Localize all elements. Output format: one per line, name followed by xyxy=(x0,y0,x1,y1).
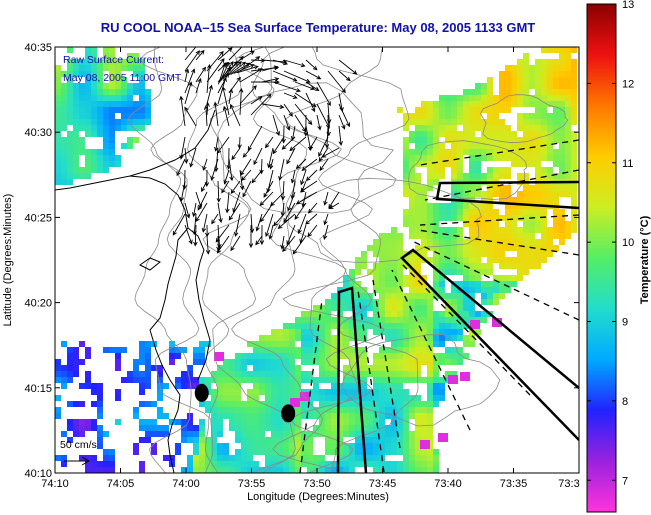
x-tick-label: 73:40 xyxy=(434,478,462,490)
coastline xyxy=(55,109,216,473)
chart-title: RU COOL NOAA–15 Sea Surface Temperature:… xyxy=(101,20,536,35)
sst-field xyxy=(55,47,577,473)
current-time: May 08, 2005 11:00 GMT xyxy=(63,72,182,84)
x-tick-label: 73:35 xyxy=(500,478,528,490)
colorbar-tick-label: 9 xyxy=(622,317,628,329)
colorbar-tick-label: 7 xyxy=(622,475,628,487)
colorbar-tick-label: 11 xyxy=(622,158,633,170)
map-plot xyxy=(54,46,580,474)
y-tick-label: 40:30 xyxy=(24,127,52,139)
y-axis-ticks: 40:10 40:15 40:20 40:25 40:30 40:35 xyxy=(24,42,579,480)
x-axis-label: Longitude (Degrees:Minutes) xyxy=(247,491,389,503)
x-tick-label: 73:50 xyxy=(303,478,331,490)
station-marker xyxy=(281,404,296,423)
scale-label: 50 cm/s xyxy=(60,439,97,451)
x-tick-label: 74:10 xyxy=(41,478,69,490)
sampling-zones xyxy=(299,139,579,473)
colorbar-tick-label: 10 xyxy=(622,237,634,249)
x-tick-label: 74:05 xyxy=(107,478,135,490)
vector-scale: 50 cm/s xyxy=(60,439,97,466)
current-label: Raw Surface Current: xyxy=(63,54,164,66)
colorbar-tick-label: 8 xyxy=(622,396,628,408)
x-tick-label: 74:00 xyxy=(172,478,200,490)
colorbar-tick-label: 12 xyxy=(622,78,634,90)
y-tick-label: 40:35 xyxy=(24,42,52,54)
y-tick-label: 40:10 xyxy=(24,468,52,480)
station-marker xyxy=(194,383,209,402)
x-tick-label: 73:55 xyxy=(238,478,266,490)
colorbar-fill xyxy=(586,3,617,513)
x-tick-label: 73:45 xyxy=(369,478,397,490)
x-tick-label: 73:3 xyxy=(558,478,579,490)
y-tick-label: 40:25 xyxy=(24,212,52,224)
station-markers xyxy=(194,383,296,423)
current-vectors xyxy=(172,47,358,255)
y-tick-label: 40:20 xyxy=(24,298,52,310)
colorbar-tick-label: 13 xyxy=(622,0,634,11)
x-axis-ticks: 74:10 74:05 74:00 73:55 73:50 73:45 73:40 73:35… xyxy=(41,47,580,490)
y-tick-label: 40:15 xyxy=(24,383,52,395)
colorbar: 7 8 9 10 11 12 13 Temperature (°C) xyxy=(586,0,651,513)
colorbar-ticks: 7 8 9 10 11 12 13 xyxy=(587,0,634,487)
y-axis-label: Latitude (Degrees:Minutes) xyxy=(2,194,14,327)
colorbar-label: Temperature (°C) xyxy=(639,215,651,304)
